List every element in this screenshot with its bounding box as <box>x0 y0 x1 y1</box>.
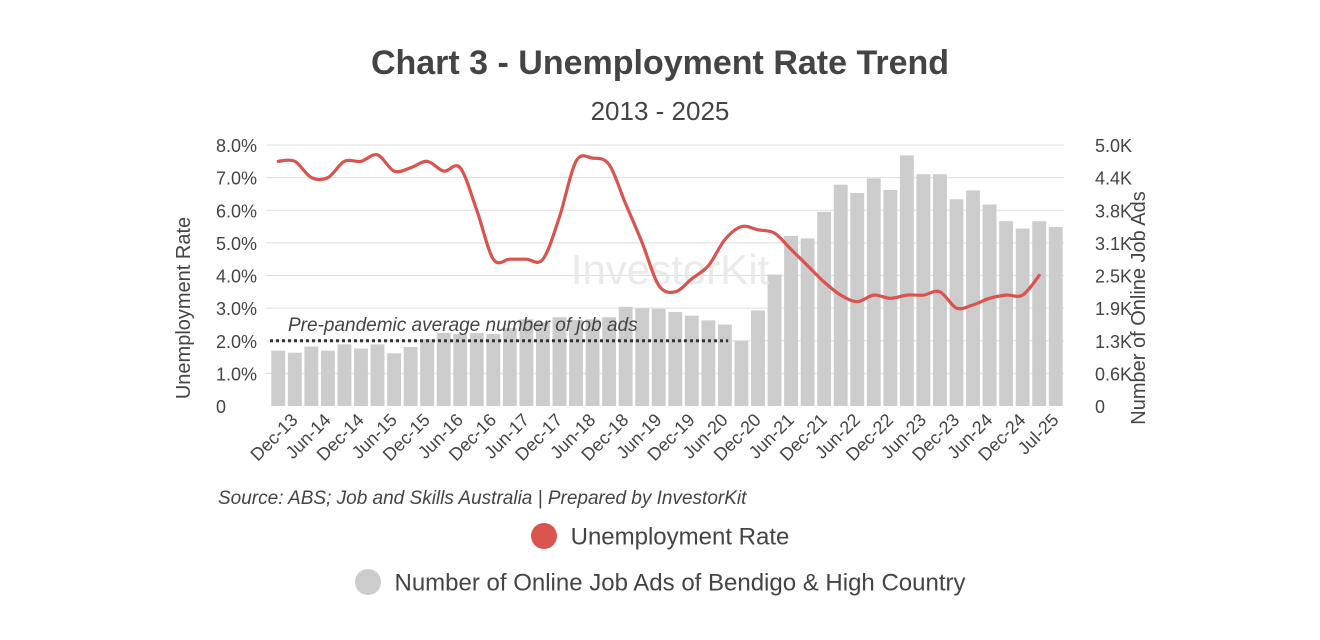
bar <box>1015 228 1030 406</box>
y-right-tick-label: 1.9K <box>1095 299 1132 319</box>
source-note: Source: ABS; Job and Skills Australia | … <box>218 488 747 509</box>
bar <box>304 346 319 406</box>
y-right-tick-label: 5.0K <box>1095 136 1132 156</box>
bar <box>337 344 352 406</box>
bar <box>701 320 716 406</box>
bar <box>966 190 980 406</box>
chart-subtitle: 2013 - 2025 <box>590 96 730 126</box>
chart-title: Chart 3 - Unemployment Rate Trend <box>370 44 950 82</box>
bar <box>717 324 732 406</box>
bar <box>635 308 650 406</box>
y-right-tick-label: 1.3K <box>1095 332 1132 352</box>
bar <box>271 350 286 406</box>
bar <box>1032 221 1047 406</box>
bar <box>535 322 550 406</box>
y-right-tick-label: 0 <box>1095 397 1105 417</box>
bar <box>436 332 451 406</box>
y-left-axis-title: Unemployment Rate <box>173 217 195 399</box>
bar <box>469 332 484 406</box>
y-right-tick-label: 3.8K <box>1095 201 1132 221</box>
bar <box>916 174 931 406</box>
bar <box>370 344 385 406</box>
watermark: InvestorKit <box>571 246 770 293</box>
bar <box>287 352 302 406</box>
bar <box>999 221 1014 406</box>
bar <box>403 347 418 406</box>
y-left-tick-label: 6.0% <box>216 201 257 221</box>
legend-item-job-ads: Number of Online Job Ads of Bendigo & Hi… <box>0 568 1320 598</box>
legend-label-unemployment: Unemployment Rate <box>570 523 790 551</box>
y-left-tick-label: 4.0% <box>216 267 257 287</box>
bar <box>850 193 865 406</box>
bar <box>651 308 666 406</box>
bar <box>420 339 435 406</box>
bar <box>734 340 749 406</box>
bar <box>453 333 468 406</box>
bar <box>982 204 997 406</box>
unemployment-rate-line <box>276 152 1041 311</box>
bar <box>320 350 335 406</box>
bar <box>866 178 881 406</box>
bar <box>767 274 782 406</box>
y-left-tick-label: 1.0% <box>216 364 257 384</box>
y-left-tick-label: 0 <box>216 397 226 417</box>
bar <box>899 155 914 406</box>
bar <box>949 199 964 406</box>
y-left-tick-label: 5.0% <box>216 234 257 254</box>
y-right-tick-label: 3.1K <box>1095 234 1132 254</box>
bar <box>784 235 799 406</box>
y-left-tick-label: 7.0% <box>216 169 257 189</box>
bar <box>552 317 567 406</box>
y-left-tick-label: 3.0% <box>216 299 257 319</box>
legend-swatch-unemployment <box>530 522 557 549</box>
bar <box>502 328 517 406</box>
legend-item-unemployment: Unemployment Rate <box>0 522 1320 552</box>
bar <box>751 310 765 406</box>
bar <box>668 312 683 406</box>
y-right-tick-label: 4.4K <box>1095 169 1132 189</box>
y-right-tick-label: 0.6K <box>1095 364 1132 384</box>
bar <box>684 315 699 406</box>
bar <box>932 174 947 406</box>
bar <box>817 211 832 406</box>
y-left-tick-label: 8.0% <box>216 136 257 156</box>
bar <box>800 238 815 406</box>
legend-label-job-ads: Number of Online Job Ads of Bendigo & Hi… <box>394 569 966 597</box>
y-left-tick-label: 2.0% <box>216 332 257 352</box>
bar <box>354 348 368 406</box>
bar <box>387 353 402 406</box>
bar <box>486 333 501 406</box>
bar <box>1048 226 1063 406</box>
y-right-axis-title: Number of Online Job Ads <box>1128 191 1150 424</box>
bar <box>618 306 633 406</box>
legend-swatch-job-ads <box>354 568 381 595</box>
reference-line-label: Pre-pandemic average number of job ads <box>288 315 638 336</box>
y-right-tick-label: 2.5K <box>1095 267 1132 287</box>
